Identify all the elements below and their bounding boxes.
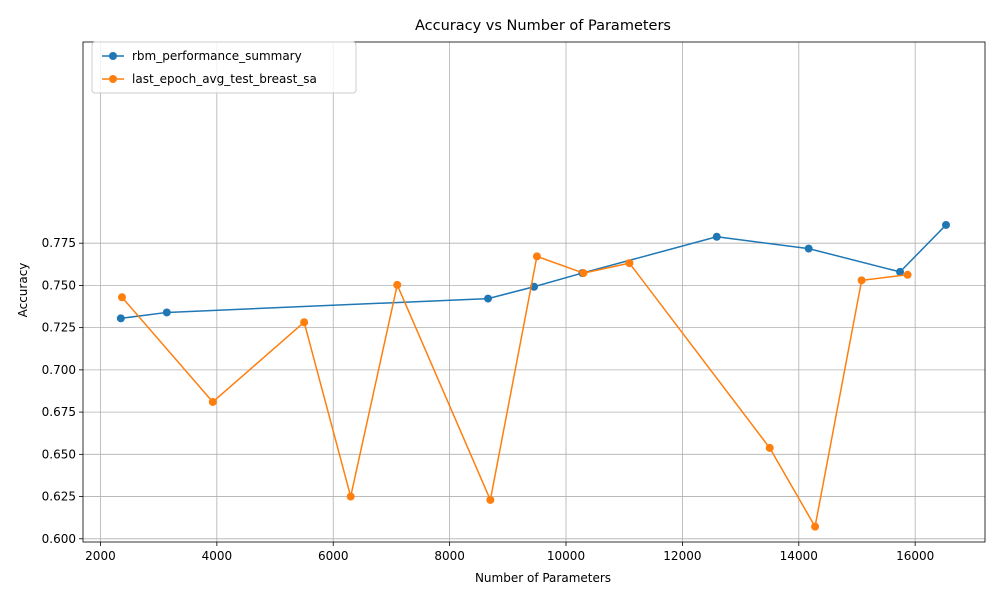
x-tick-label: 8000 [434,549,465,563]
data-point [300,318,309,327]
y-tick-label: 0.775 [42,236,76,250]
legend: rbm_performance_summary last_epoch_avg_t… [91,41,357,94]
data-point [625,259,634,268]
data-point [712,232,721,241]
plot-frame [82,41,986,543]
data-point [765,443,774,452]
x-tick-label: 10000 [547,549,585,563]
y-axis-label: Accuracy [16,263,30,318]
y-tick-label: 0.725 [42,321,76,335]
data-point [486,495,495,504]
y-tick-label: 0.625 [42,490,76,504]
data-point [903,270,912,279]
legend-label-1: last_epoch_avg_test_breast_sa [132,72,317,86]
x-tick-label: 6000 [318,549,349,563]
data-point [896,267,905,276]
legend-marker-0 [109,52,117,60]
series-layer [116,220,951,531]
data-point [804,244,813,253]
data-point [346,492,355,501]
data-point [393,280,402,289]
ticks: 2000 4000 6000 8000 10000 12000 14000 16000 0.60… [42,236,935,563]
data-point [117,293,126,302]
data-point [857,276,866,285]
legend-label-0: rbm_performance_summary [132,49,302,63]
data-point [811,522,820,531]
y-tick-label: 0.675 [42,405,76,419]
data-point [942,220,951,229]
chart-title: Accuracy vs Number of Parameters [415,18,671,34]
series-1 [117,252,912,531]
legend-marker-1 [109,75,117,83]
data-point [208,397,217,406]
x-tick-label: 14000 [780,549,818,563]
y-tick-label: 0.600 [42,532,76,546]
data-point [532,252,541,261]
legend-box [91,41,357,94]
y-tick-label: 0.700 [42,363,76,377]
data-point [116,314,125,323]
data-point [162,308,171,317]
y-tick-label: 0.750 [42,278,76,292]
x-tick-label: 2000 [85,549,116,563]
x-tick-label: 12000 [663,549,701,563]
data-point [484,294,493,303]
data-point [579,269,588,278]
x-tick-label: 4000 [202,549,233,563]
x-axis-label: Number of Parameters [475,571,611,585]
y-tick-label: 0.650 [42,447,76,461]
x-tick-label: 16000 [896,549,934,563]
